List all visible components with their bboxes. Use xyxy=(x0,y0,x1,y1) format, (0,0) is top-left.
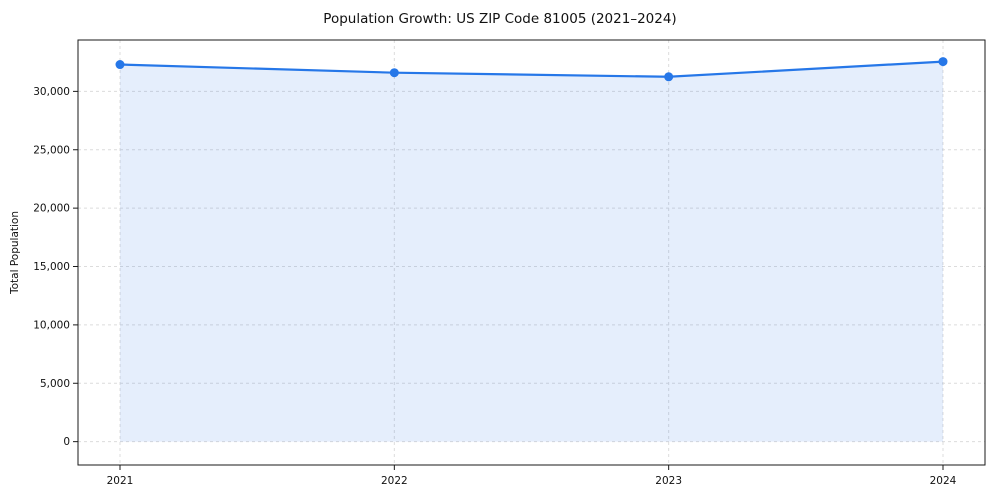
axes-box xyxy=(77,39,986,466)
x-tick-label: 2023 xyxy=(655,475,682,487)
x-tick-label: 2021 xyxy=(107,475,134,487)
y-tick-label: 25,000 xyxy=(33,144,70,156)
chart-title: Population Growth: US ZIP Code 81005 (20… xyxy=(323,11,677,27)
y-tick-label: 0 xyxy=(63,436,70,448)
data-points xyxy=(115,57,948,82)
y-tick-label: 15,000 xyxy=(33,261,70,273)
x-tick-label: 2022 xyxy=(381,475,408,487)
series-line xyxy=(118,60,945,78)
axis-ticks xyxy=(73,90,944,470)
y-tick-label: 20,000 xyxy=(33,203,70,215)
y-tick-label: 10,000 xyxy=(33,319,70,331)
data-point xyxy=(115,60,125,70)
y-tick-labels: 0 5,000 10,000 15,000 20,000 25,000 30,000 xyxy=(33,86,70,448)
x-tick-label: 2024 xyxy=(930,475,957,487)
data-point xyxy=(664,72,674,82)
data-point xyxy=(938,57,948,67)
grid-lines xyxy=(78,40,985,465)
y-tick-label: 5,000 xyxy=(40,378,70,390)
x-tick-labels: 2021 2022 2023 2024 xyxy=(107,475,957,487)
y-tick-label: 30,000 xyxy=(33,86,70,98)
data-point xyxy=(389,68,399,78)
y-axis-label: Total Population xyxy=(9,211,21,295)
area-fill xyxy=(120,61,943,442)
